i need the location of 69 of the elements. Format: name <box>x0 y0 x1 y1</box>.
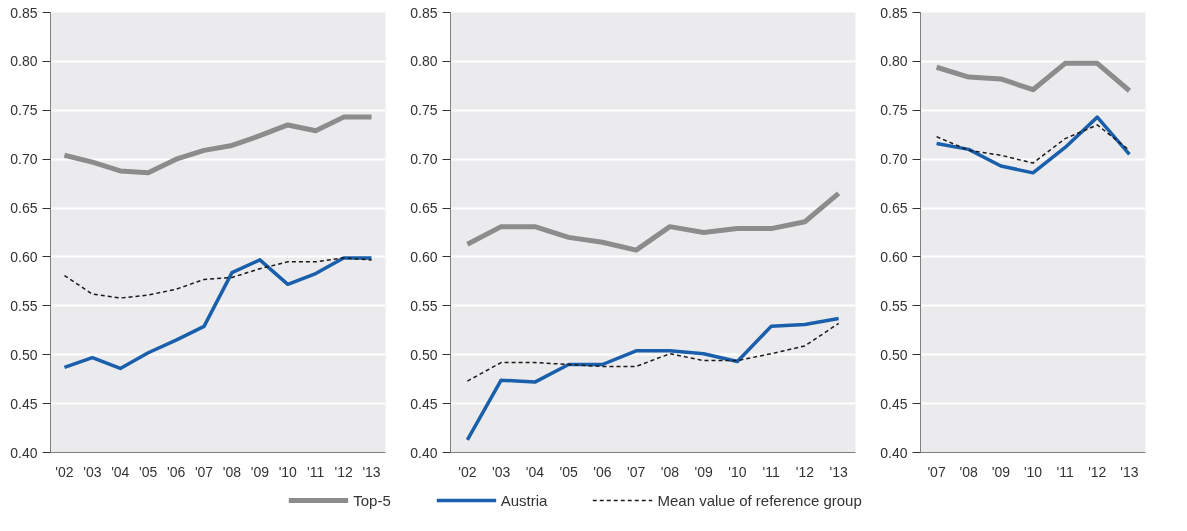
y-tick-label: 0.80 <box>880 53 908 70</box>
y-tick-label: 0.65 <box>10 200 38 217</box>
x-tick-label: '12 <box>795 463 815 480</box>
x-tick-label: '02 <box>55 463 74 480</box>
y-tick-label: 0.40 <box>880 444 908 461</box>
x-tick-label: '05 <box>559 463 578 480</box>
y-tick-label: 0.55 <box>410 297 438 314</box>
y-tick-label: 0.65 <box>880 200 908 217</box>
x-tick-label: '11 <box>762 463 780 480</box>
x-tick-label: '04 <box>111 463 130 480</box>
legend-label: Austria <box>500 491 548 509</box>
x-tick-label: '03 <box>83 463 102 480</box>
y-tick-label: 0.55 <box>880 297 908 314</box>
x-tick-label: '06 <box>593 463 612 480</box>
y-tick-label: 0.65 <box>410 200 438 217</box>
x-tick-label: '09 <box>991 463 1011 480</box>
x-tick-label: '02 <box>458 463 477 480</box>
x-tick-label: '09 <box>694 463 713 480</box>
x-tick-label: '11 <box>307 463 325 480</box>
x-tick-label: '11 <box>1056 463 1074 480</box>
x-tick-label: '10 <box>728 463 747 480</box>
y-tick-label: 0.85 <box>10 4 38 21</box>
y-tick-label: 0.70 <box>410 151 438 168</box>
y-tick-label: 0.60 <box>410 248 438 265</box>
x-tick-label: '04 <box>525 463 545 480</box>
x-tick-label: '12 <box>334 463 353 480</box>
x-tick-label: '13 <box>1120 463 1139 480</box>
x-tick-label: '10 <box>278 463 298 480</box>
x-tick-label: '07 <box>627 463 646 480</box>
y-tick-label: 0.45 <box>880 395 908 412</box>
x-tick-label: '08 <box>959 463 979 480</box>
y-tick-label: 0.85 <box>410 4 438 21</box>
x-tick-label: '03 <box>492 463 511 480</box>
y-tick-label: 0.70 <box>10 151 38 168</box>
x-tick-label: '13 <box>362 463 381 480</box>
x-tick-label: '10 <box>1023 463 1043 480</box>
x-tick-label: '12 <box>1088 463 1107 480</box>
line-series <box>465 316 841 442</box>
y-tick-label: 0.50 <box>880 346 908 363</box>
legend-label: Mean value of reference group <box>657 491 862 509</box>
y-tick-label: 0.60 <box>10 248 38 265</box>
legend-label: Top-5 <box>353 491 391 509</box>
y-tick-label: 0.75 <box>880 102 908 119</box>
y-tick-label: 0.45 <box>10 395 38 412</box>
x-tick-label: '07 <box>194 463 214 480</box>
line-series <box>466 322 840 382</box>
y-tick-label: 0.55 <box>10 297 38 314</box>
y-tick-label: 0.40 <box>410 444 438 461</box>
line-series <box>934 115 1132 175</box>
y-tick-label: 0.45 <box>410 395 438 412</box>
x-tick-label: '06 <box>167 463 186 480</box>
x-tick-label: '13 <box>829 463 848 480</box>
y-tick-label: 0.70 <box>880 151 908 168</box>
y-tick-label: 0.50 <box>10 346 38 363</box>
y-tick-label: 0.75 <box>410 102 438 119</box>
y-tick-label: 0.40 <box>10 444 38 461</box>
y-tick-label: 0.50 <box>410 346 438 363</box>
y-tick-label: 0.80 <box>10 53 38 70</box>
x-tick-label: '07 <box>927 463 946 480</box>
y-tick-label: 0.60 <box>880 248 908 265</box>
x-tick-label: '09 <box>250 463 270 480</box>
line-series <box>63 257 373 299</box>
y-tick-label: 0.80 <box>410 53 438 70</box>
x-tick-label: '08 <box>660 463 680 480</box>
x-tick-label: '05 <box>139 463 158 480</box>
y-tick-label: 0.75 <box>10 102 38 119</box>
x-tick-label: '08 <box>222 463 242 480</box>
y-tick-label: 0.85 <box>880 4 908 21</box>
line-series <box>62 256 374 371</box>
